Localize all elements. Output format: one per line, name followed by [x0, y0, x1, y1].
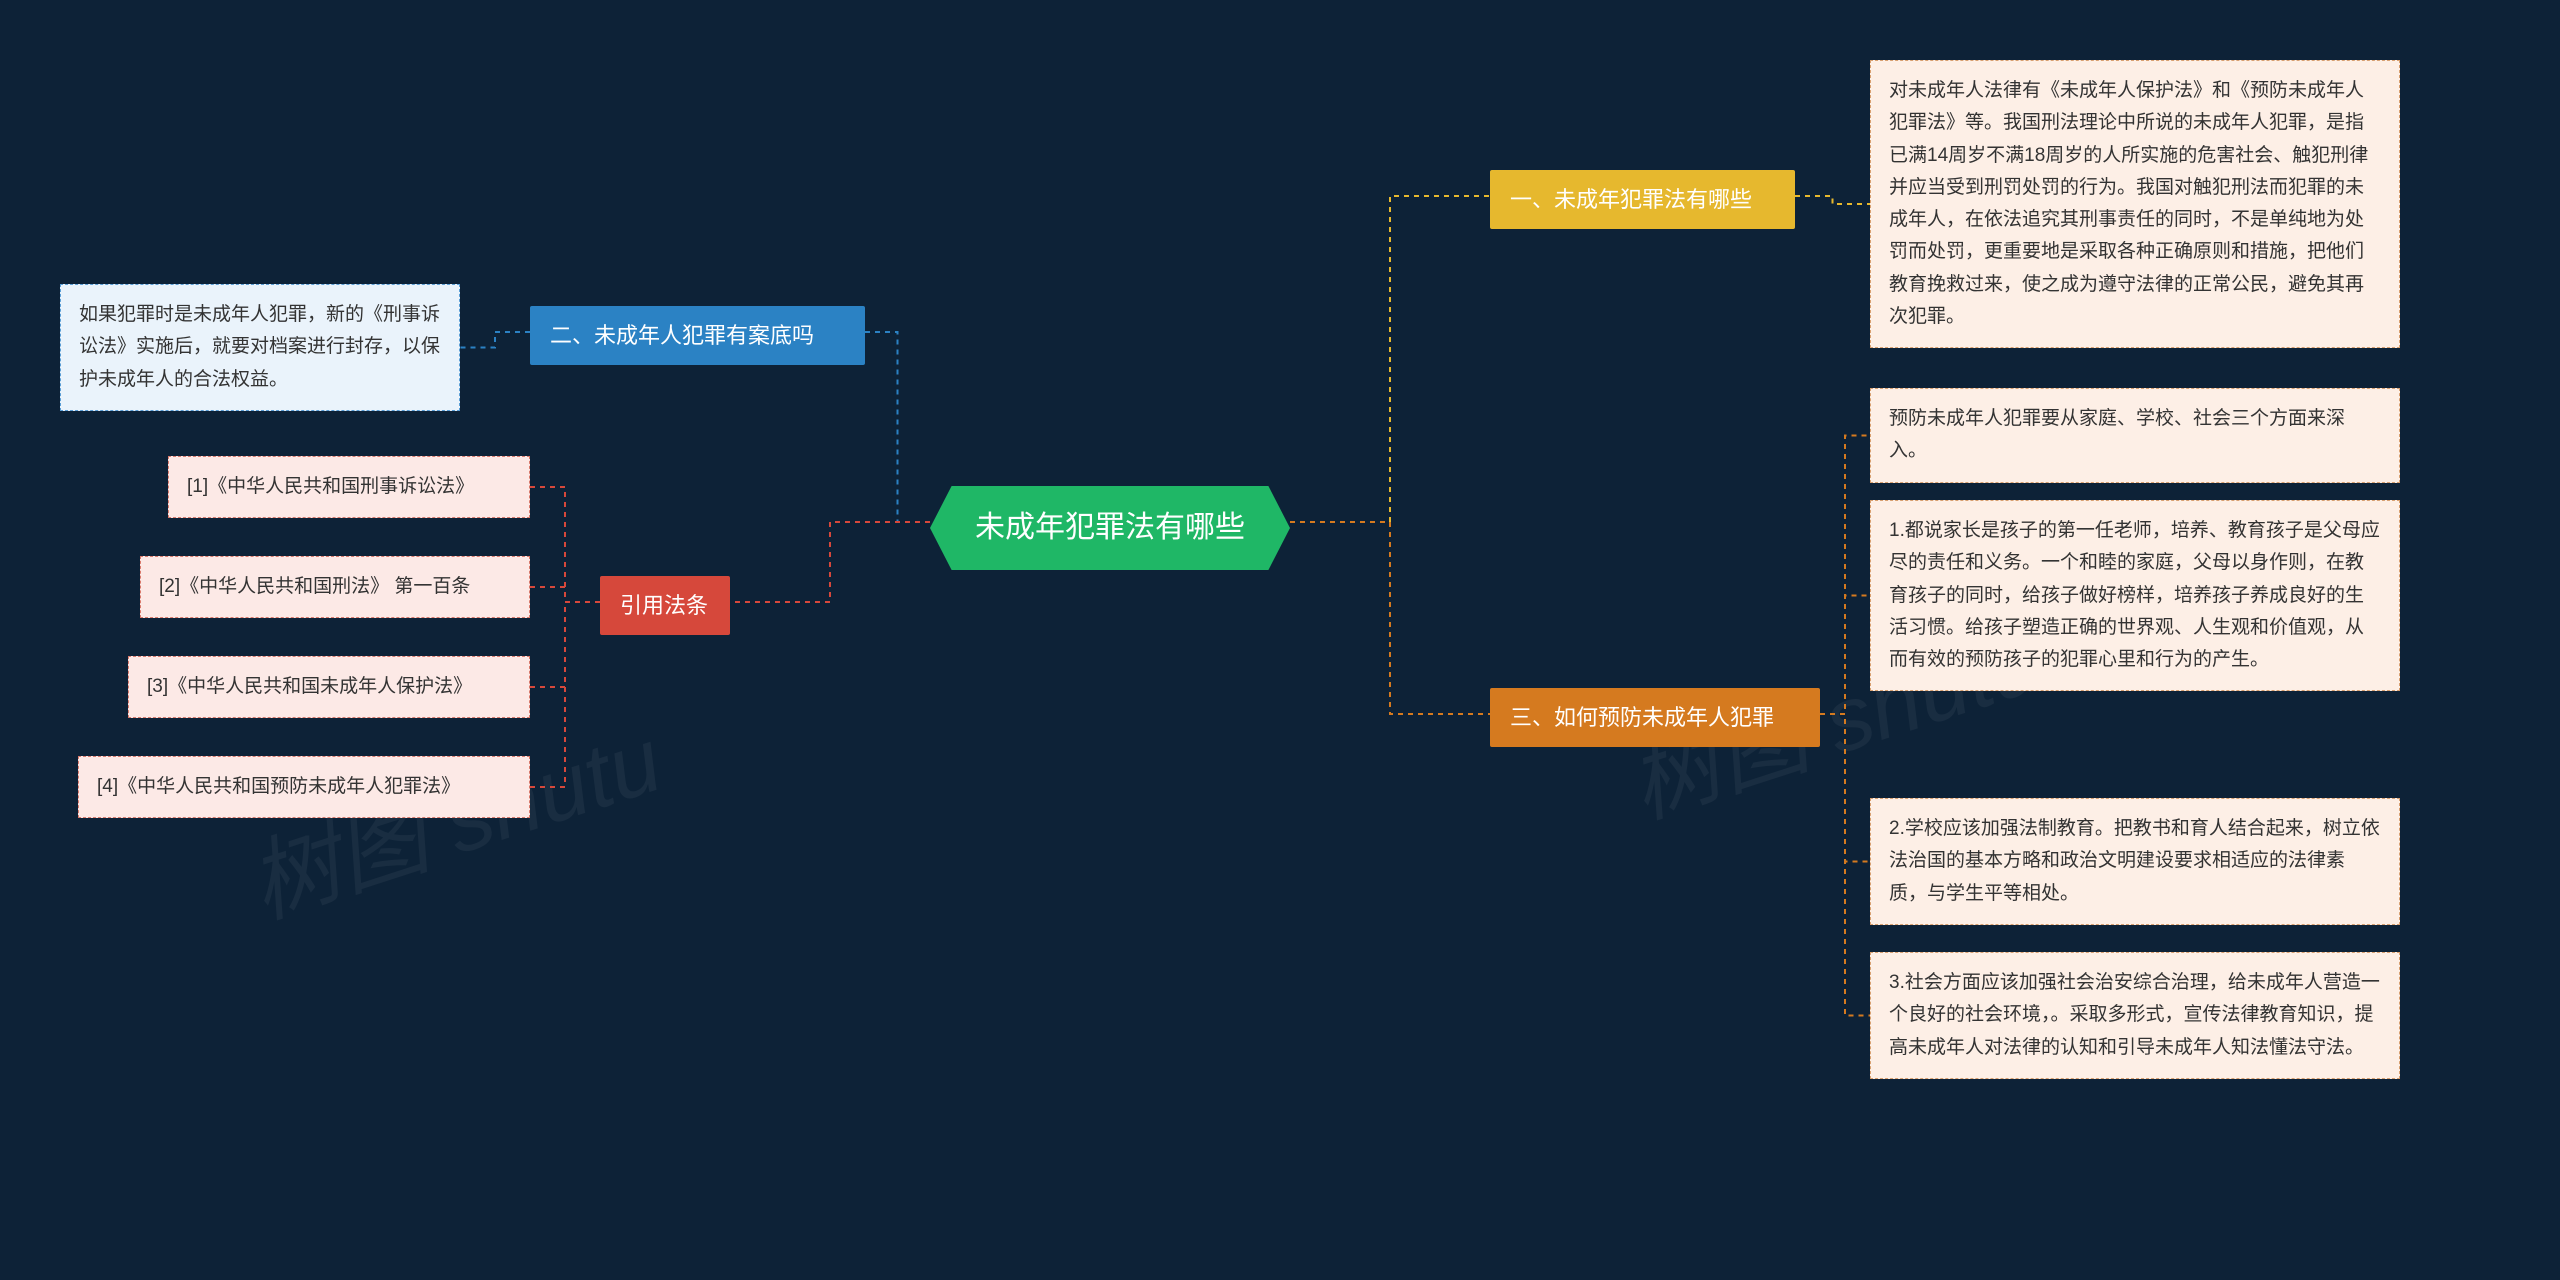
center-node: 未成年犯罪法有哪些: [930, 486, 1290, 570]
branch-node: 一、未成年犯罪法有哪些: [1490, 170, 1795, 229]
leaf-node: 对未成年人法律有《未成年人保护法》和《预防未成年人犯罪法》等。我国刑法理论中所说…: [1870, 60, 2400, 348]
leaf-node: [1]《中华人民共和国刑事诉讼法》: [168, 456, 530, 518]
branch-node: 三、如何预防未成年人犯罪: [1490, 688, 1820, 747]
leaf-node: [3]《中华人民共和国未成年人保护法》: [128, 656, 530, 718]
leaf-node: [4]《中华人民共和国预防未成年人犯罪法》: [78, 756, 530, 818]
leaf-node: 2.学校应该加强法制教育。把教书和育人结合起来，树立依法治国的基本方略和政治文明…: [1870, 798, 2400, 925]
leaf-node: 如果犯罪时是未成年人犯罪，新的《刑事诉讼法》实施后，就要对档案进行封存，以保护未…: [60, 284, 460, 411]
branch-node: 二、未成年人犯罪有案底吗: [530, 306, 865, 365]
branch-node: 引用法条: [600, 576, 730, 635]
leaf-node: 1.都说家长是孩子的第一任老师，培养、教育孩子是父母应尽的责任和义务。一个和睦的…: [1870, 500, 2400, 691]
leaf-node: 3.社会方面应该加强社会治安综合治理，给未成年人营造一个良好的社会环境，。采取多…: [1870, 952, 2400, 1079]
leaf-node: 预防未成年人犯罪要从家庭、学校、社会三个方面来深入。: [1870, 388, 2400, 483]
leaf-node: [2]《中华人民共和国刑法》 第一百条: [140, 556, 530, 618]
